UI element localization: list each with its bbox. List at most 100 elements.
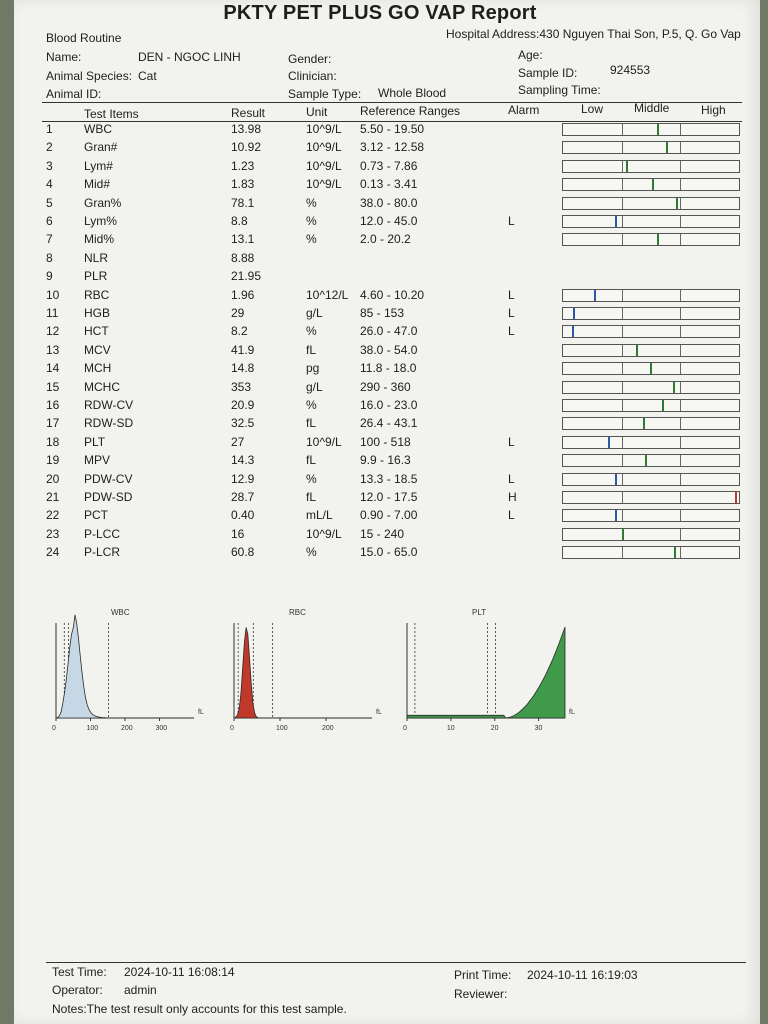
result-value: 12.9 xyxy=(231,471,255,486)
range-bar-marker xyxy=(594,289,597,301)
unit: 10^9/L xyxy=(306,526,342,541)
unit: fL xyxy=(306,490,317,504)
test-item: Lym# xyxy=(84,158,113,173)
unit: % xyxy=(306,471,317,486)
reference-range: 12.0 - 45.0 xyxy=(360,214,418,228)
range-bar xyxy=(562,343,740,357)
range-bar-divider xyxy=(621,326,623,338)
unit: % xyxy=(306,545,317,560)
result-value: 0.40 xyxy=(231,508,255,523)
row-number: 18 xyxy=(46,434,60,449)
range-bar-divider xyxy=(621,400,623,411)
range-bar-marker xyxy=(662,400,665,411)
reference-range: 85 - 153 xyxy=(360,306,405,320)
row-number: 7 xyxy=(46,232,53,247)
result-value: 32.5 xyxy=(231,416,255,431)
range-bar-divider xyxy=(621,455,623,467)
col-low: Low xyxy=(581,102,604,116)
wbc-histogram-plot: WBC 0 100 200 300 fL xyxy=(52,608,204,732)
range-bar-marker xyxy=(615,473,618,485)
range-bar-marker xyxy=(674,547,677,559)
table-row: 10 RBC 1.96 10^12/L 4.60 - 10.20 L xyxy=(0,288,768,306)
row-number: 21 xyxy=(46,490,60,504)
range-bar-marker xyxy=(615,216,618,227)
name-label: Name: xyxy=(46,50,82,64)
range-bar-divider xyxy=(621,197,623,209)
test-item: P-LCR xyxy=(84,545,121,560)
range-bar-divider xyxy=(621,492,623,503)
sample-id-label: Sample ID: xyxy=(518,66,578,80)
range-bar-divider xyxy=(680,473,682,485)
range-bar xyxy=(562,546,740,560)
test-item: PCT xyxy=(84,508,108,523)
range-bar xyxy=(562,123,740,136)
row-number: 11 xyxy=(46,306,59,320)
col-test-items: Test Items xyxy=(84,107,139,121)
range-bar-marker xyxy=(651,179,654,191)
operator-value: admin xyxy=(124,983,157,997)
range-bar xyxy=(562,141,740,155)
row-number: 23 xyxy=(46,526,60,541)
rbc-histogram: RBC 0 100 200 fL xyxy=(222,605,392,740)
range-bar-divider xyxy=(680,308,682,319)
reference-range: 0.73 - 7.86 xyxy=(360,158,418,173)
header-divider xyxy=(42,102,742,103)
alarm-flag: L xyxy=(508,214,515,228)
table-row: 7 Mid% 13.1% 2.0 - 20.2 xyxy=(0,232,768,250)
col-result: Result xyxy=(231,106,266,120)
range-bar-divider xyxy=(621,344,623,356)
range-bar-divider xyxy=(621,234,623,246)
table-divider xyxy=(42,121,742,122)
range-bar-divider xyxy=(680,528,682,540)
result-value: 29 xyxy=(231,306,245,320)
histogram-tick-label: 10 xyxy=(447,725,455,732)
row-number: 6 xyxy=(46,214,53,228)
range-bar xyxy=(562,288,740,302)
range-bar-divider xyxy=(621,142,623,154)
range-bar-divider xyxy=(680,436,682,448)
table-row: 20 PDW-CV 12.9% 13.3 - 18.5 L xyxy=(0,472,768,490)
unit: g/L xyxy=(306,306,323,320)
reference-range: 38.0 - 80.0 xyxy=(360,195,418,210)
table-row: 14 MCH 14.8 pg 11.8 - 18.0 xyxy=(0,361,768,379)
test-item: MCV xyxy=(84,342,111,357)
row-number: 24 xyxy=(46,545,60,560)
row-number: 12 xyxy=(46,324,60,339)
wbc-histogram: WBC 0 100 200 300 fL xyxy=(44,605,214,740)
test-item: MCHC xyxy=(84,379,120,394)
range-bar xyxy=(562,435,740,449)
histogram-tick-label: 300 xyxy=(156,725,168,732)
range-bar-divider xyxy=(680,216,682,227)
histogram-title: WBC xyxy=(111,608,130,617)
row-number: 5 xyxy=(46,195,53,210)
reference-range: 2.0 - 20.2 xyxy=(360,232,411,247)
range-bar-marker xyxy=(672,381,675,393)
alarm-flag: L xyxy=(508,306,515,320)
test-item: PLT xyxy=(84,434,106,449)
table-row: 24 P-LCR 60.8% 15.0 - 65.0 xyxy=(0,545,768,563)
range-bar-divider xyxy=(680,344,682,356)
gender-label: Gender: xyxy=(288,52,332,66)
reviewer-label: Reviewer: xyxy=(454,987,508,1001)
row-number: 1 xyxy=(46,122,53,136)
reference-range: 3.12 - 12.58 xyxy=(360,140,425,155)
range-bar-divider xyxy=(621,547,623,559)
row-number: 17 xyxy=(46,416,60,431)
unit: 10^9/L xyxy=(306,140,342,155)
result-value: 16 xyxy=(231,526,245,541)
row-number: 10 xyxy=(46,287,60,302)
range-bar-marker xyxy=(656,124,659,135)
result-value: 10.92 xyxy=(231,140,262,155)
test-item: Mid% xyxy=(84,232,115,247)
test-time-label: Test Time: xyxy=(52,965,107,979)
table-row: 12 HCT 8.2% 26.0 - 47.0 L xyxy=(0,324,768,342)
range-bar-divider xyxy=(621,160,623,172)
alarm-flag: L xyxy=(508,434,515,449)
unit: fL xyxy=(306,416,317,431)
result-value: 28.7 xyxy=(231,490,255,504)
range-bar xyxy=(562,215,740,228)
result-value: 27 xyxy=(231,434,245,449)
table-row: 1 WBC 13.98 10^9/L 5.50 - 19.50 xyxy=(0,122,768,140)
col-alarm: Alarm xyxy=(508,103,540,117)
unit: % xyxy=(306,398,317,412)
